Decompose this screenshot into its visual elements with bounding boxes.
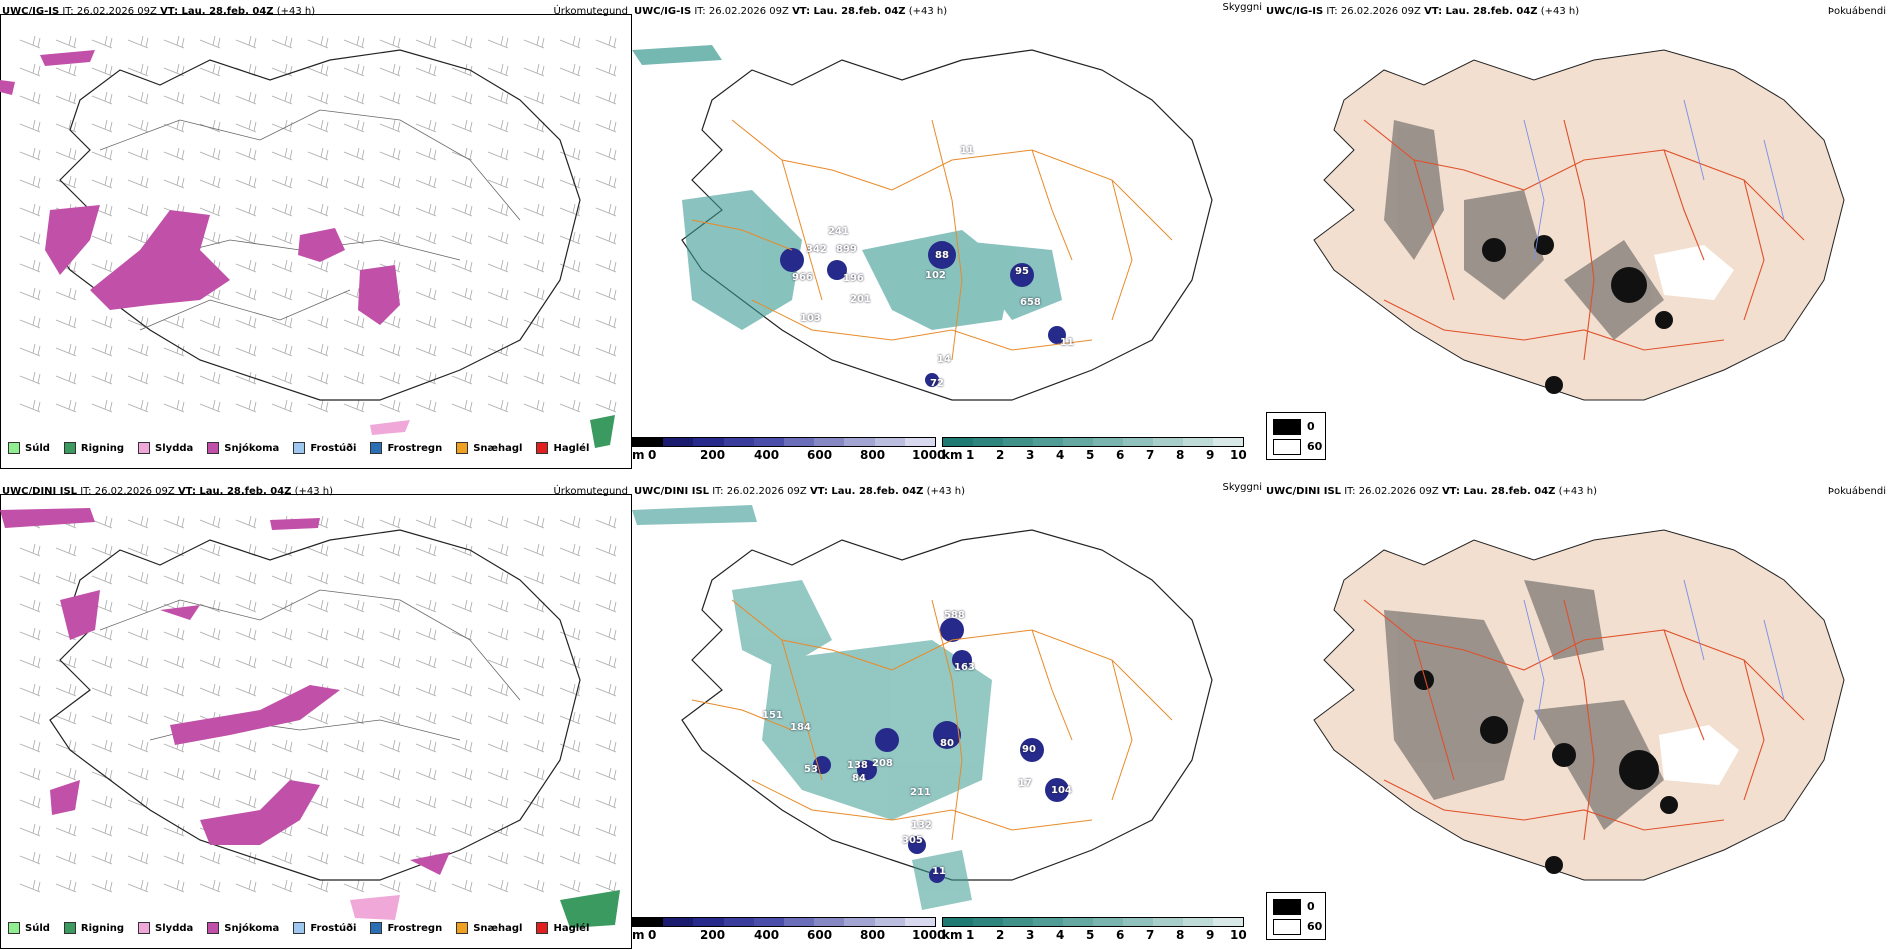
cloud-number: 72 — [930, 378, 944, 389]
precip-map-row1 — [0, 14, 632, 469]
cloud-number: 163 — [954, 662, 975, 673]
precip-type-panel-row2: UWC/DINI ISL IT: 26.02.2026 09Z VT: Lau.… — [0, 480, 632, 950]
precip-type-panel-row1: UWC/IG-IS IT: 26.02.2026 09Z VT: Lau. 28… — [0, 0, 632, 470]
cloud-number: 53 — [804, 764, 818, 775]
legend-slydda: Slydda — [138, 922, 193, 934]
legend-suld: Súld — [8, 922, 50, 934]
fog-index-panel-row1: UWC/IG-IS IT: 26.02.2026 09Z VT: Lau. 28… — [1264, 0, 1900, 470]
cloud-number: 658 — [1020, 297, 1041, 308]
cloud-number: 342 — [806, 244, 827, 255]
cloud-number: 211 — [910, 787, 931, 798]
header-row1-fog: UWC/IG-IS IT: 26.02.2026 09Z VT: Lau. 28… — [1266, 6, 1580, 17]
cloud-number: 305 — [902, 835, 923, 846]
legend-rigning: Rigning — [63, 442, 124, 454]
legend-hagel: Haglél — [536, 922, 589, 934]
cloud-number: 11 — [932, 866, 946, 877]
legend-suld: Súld — [8, 442, 50, 454]
cloud-base-colorbar-row1 — [632, 437, 936, 447]
cloud-map-row2 — [632, 505, 1213, 910]
panel-title-precip-row2: Úrkomutegund — [553, 486, 628, 497]
legend-frostudi: Frostúði — [293, 922, 356, 934]
cloud-number: 11 — [960, 145, 974, 156]
panel-title-cloud-row2: Skyggni — [1222, 482, 1262, 493]
precip-map-row2 — [0, 494, 632, 949]
legend-slydda: Slydda — [138, 442, 193, 454]
cloud-base-panel-row1: UWC/IG-IS IT: 26.02.2026 09Z VT: Lau. 28… — [632, 0, 1264, 470]
cloud-number: 103 — [800, 313, 821, 324]
legend-snjokoma: Snjókoma — [207, 442, 279, 454]
cloud-number: 132 — [911, 820, 932, 831]
visibility-colorbar-row1 — [942, 437, 1244, 447]
cloud-number: 95 — [1015, 266, 1029, 277]
cloud-number: 80 — [940, 738, 954, 749]
legend-snjokoma: Snjókoma — [207, 922, 279, 934]
fog-map-row1 — [1313, 49, 1845, 401]
legend-rigning: Rigning — [63, 922, 124, 934]
cloud-base-colorbar-row2 — [632, 917, 936, 927]
cloud-map-row1 — [632, 45, 1213, 401]
cloud-number: 14 — [937, 354, 951, 365]
cloud-number: 151 — [762, 710, 783, 721]
cloud-number: 966 — [792, 272, 813, 283]
legend-frostregn: Frostregn — [370, 922, 442, 934]
cloud-number: 588 — [944, 610, 965, 621]
legend-snaehagl: Snæhagl — [456, 442, 522, 454]
panel-title-fog-row2: Þokuábendi — [1827, 486, 1886, 497]
fog-legend-row2: 0 60 — [1266, 892, 1326, 940]
visibility-colorbar-row2 — [942, 917, 1244, 927]
precip-legend-row2: Súld Rigning Slydda Snjókoma Frostúði Fr… — [8, 922, 589, 934]
panel-title-cloud-row1: Skyggni — [1222, 2, 1262, 13]
precip-legend-row1: Súld Rigning Slydda Snjókoma Frostúði Fr… — [8, 442, 589, 454]
header-row2-fog: UWC/DINI ISL IT: 26.02.2026 09Z VT: Lau.… — [1266, 486, 1598, 497]
header-row2-precip: UWC/DINI ISL IT: 26.02.2026 09Z VT: Lau.… — [2, 486, 334, 497]
header-row1-cloud: UWC/IG-IS IT: 26.02.2026 09Z VT: Lau. 28… — [634, 6, 948, 17]
cloud-base-panel-row2: UWC/DINI ISL IT: 26.02.2026 09Z VT: Lau.… — [632, 480, 1264, 950]
fog-index-panel-row2: UWC/DINI ISL IT: 26.02.2026 09Z VT: Lau.… — [1264, 480, 1900, 950]
cloud-number: 90 — [1022, 744, 1036, 755]
cloud-number: 102 — [925, 270, 946, 281]
cloud-number: 104 — [1051, 785, 1072, 796]
legend-frostudi: Frostúði — [293, 442, 356, 454]
cloud-number: 88 — [935, 250, 949, 261]
cloud-number: 208 — [872, 758, 893, 769]
cloud-number: 899 — [836, 244, 857, 255]
cloud-number: 17 — [1018, 778, 1032, 789]
cloud-number: 84 — [852, 773, 866, 784]
panel-title-fog-row1: Þokuábendi — [1827, 6, 1886, 17]
header-row1-precip: UWC/IG-IS IT: 26.02.2026 09Z VT: Lau. 28… — [2, 6, 316, 17]
cloud-number: 196 — [843, 273, 864, 284]
cloud-number: 201 — [850, 294, 871, 305]
cloud-number: 11 — [1060, 337, 1074, 348]
legend-snaehagl: Snæhagl — [456, 922, 522, 934]
cloud-number: 138 — [847, 760, 868, 771]
panel-title-precip-row1: Úrkomutegund — [553, 6, 628, 17]
cloud-number: 241 — [828, 226, 849, 237]
header-row2-cloud: UWC/DINI ISL IT: 26.02.2026 09Z VT: Lau.… — [634, 486, 966, 497]
cloud-number: 184 — [790, 722, 811, 733]
fog-map-row2 — [1313, 529, 1845, 881]
legend-hagel: Haglél — [536, 442, 589, 454]
fog-legend-row1: 0 60 — [1266, 412, 1326, 460]
legend-frostregn: Frostregn — [370, 442, 442, 454]
